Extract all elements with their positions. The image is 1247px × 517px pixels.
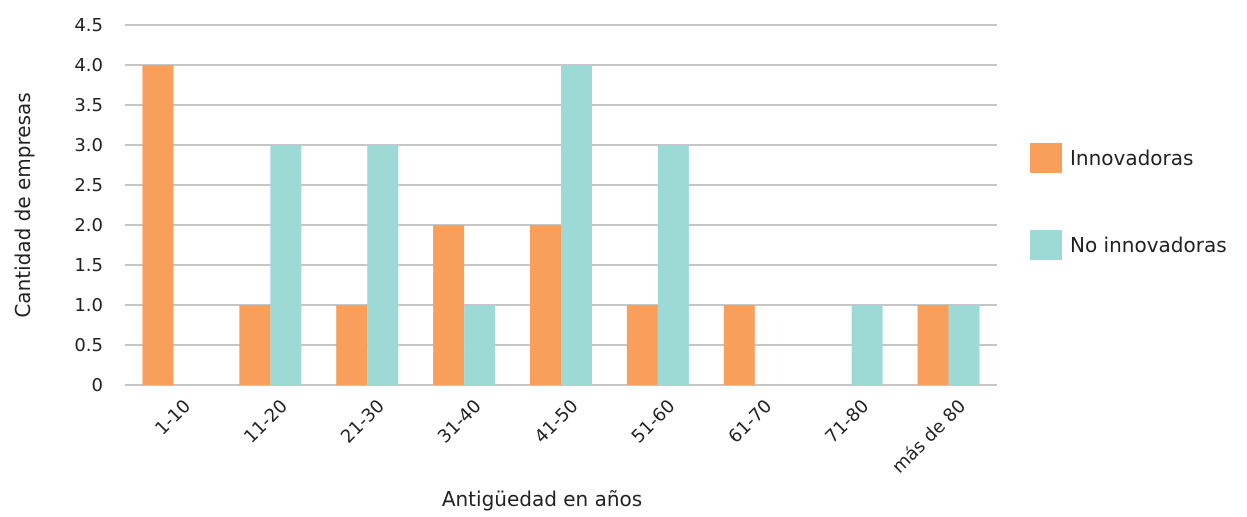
bar-no-innovadoras-más-de-80 [948, 305, 980, 385]
x-tick-label: 51-60 [628, 396, 680, 448]
legend-label-no-innovadoras: No innovadoras [1070, 233, 1227, 257]
x-tick-label: 41-50 [531, 396, 583, 448]
bar-innovadoras-11-20 [239, 305, 271, 385]
y-tick-label: 3.0 [74, 135, 103, 156]
x-tick-label: 1-10 [151, 396, 195, 440]
bar-no-innovadoras-11-20 [270, 145, 302, 385]
x-axis-ticks: 1-10 11-20 21-30 31-40 41-50 51-60 61-70 71-80 m… [151, 396, 970, 478]
bar-innovadoras-31-40 [433, 225, 465, 385]
y-axis-title: Cantidad de empresas [11, 92, 35, 317]
y-axis-ticks: 0 0.5 1.0 1.5 2.0 2.5 3.0 3.5 4.0 4.5 [74, 15, 103, 396]
y-tick-label: 4.5 [74, 15, 103, 36]
bar-no-innovadoras-21-30 [367, 145, 399, 385]
bar-innovadoras-41-50 [530, 225, 561, 385]
x-tick-label: 31-40 [434, 396, 486, 448]
y-tick-label: 4.0 [74, 55, 103, 76]
bar-innovadoras-51-60 [626, 305, 658, 385]
x-tick-label: 61-70 [724, 396, 776, 448]
bar-no-innovadoras-41-50 [561, 65, 592, 385]
y-tick-label: 2.5 [74, 175, 103, 196]
bar-no-innovadoras-31-40 [464, 305, 496, 385]
bar-innovadoras-más-de-80 [917, 305, 949, 385]
y-tick-label: 0.5 [74, 335, 103, 356]
y-tick-label: 3.5 [74, 95, 103, 116]
x-tick-label: 21-30 [337, 396, 389, 448]
y-tick-label: 1.5 [74, 255, 103, 276]
legend-swatch-no-innovadoras [1030, 230, 1062, 260]
bar-innovadoras-61-70 [723, 305, 755, 385]
x-tick-label: 71-80 [821, 396, 873, 448]
legend: Innovadoras No innovadoras [1030, 143, 1227, 260]
legend-swatch-innovadoras [1030, 143, 1062, 173]
x-tick-label: más de 80 [888, 396, 970, 478]
bar-innovadoras-1-10 [142, 65, 174, 385]
bar-innovadoras-21-30 [336, 305, 368, 385]
bar-no-innovadoras-71-80 [851, 305, 883, 385]
legend-label-innovadoras: Innovadoras [1070, 146, 1193, 170]
x-axis-title: Antigüedad en años [442, 487, 642, 511]
y-tick-label: 2.0 [74, 215, 103, 236]
bar-no-innovadoras-51-60 [657, 145, 689, 385]
y-tick-label: 0 [92, 375, 103, 396]
bars [142, 65, 980, 385]
y-tick-label: 1.0 [74, 295, 103, 316]
x-tick-label: 11-20 [240, 396, 292, 448]
